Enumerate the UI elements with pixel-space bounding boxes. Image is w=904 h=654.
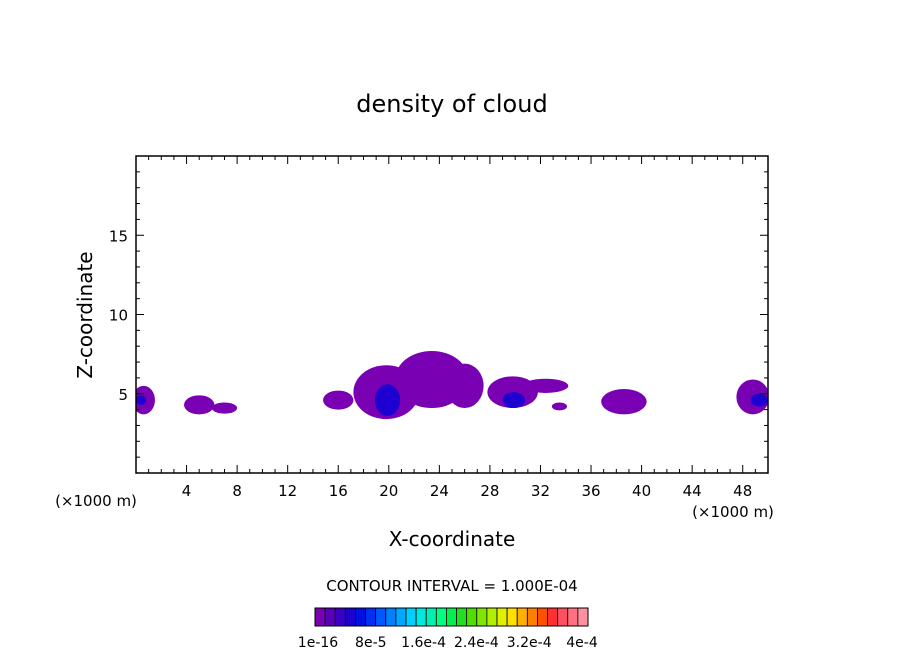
colorbar-swatch <box>344 607 356 627</box>
colorbar-swatch <box>334 607 346 627</box>
cloud-cell-1 <box>184 395 215 415</box>
cloud-cell-3 <box>323 390 354 410</box>
colorbar-swatch <box>557 607 569 627</box>
colorbar-label: 1.6e-4 <box>401 635 446 651</box>
colorbar <box>314 607 589 627</box>
colorbar-swatch <box>456 607 468 627</box>
chart-title: density of cloud <box>356 90 547 118</box>
colorbar-swatch <box>547 607 559 627</box>
colorbar-swatch <box>435 607 447 627</box>
cloud-cell-9 <box>551 402 568 411</box>
contour-fills <box>136 350 768 420</box>
colorbar-swatch <box>395 607 407 627</box>
colorbar-label: 4e-4 <box>566 635 598 651</box>
colorbar-swatch <box>415 607 427 627</box>
x-tick-label: 16 <box>329 482 348 500</box>
plot-frame <box>135 155 769 474</box>
colorbar-labels: 1e-16 8e-5 1.6e-4 2.4e-4 3.2e-4 4e-4 <box>298 635 598 651</box>
x-tick-label: 12 <box>278 482 297 500</box>
cloud-cell-6 <box>445 363 484 409</box>
x-tick-label: 36 <box>581 482 600 500</box>
y-axis-ticks: 5 10 15 <box>109 171 768 458</box>
colorbar-swatch <box>577 607 589 627</box>
cloud-cell-13 <box>502 392 526 409</box>
colorbar-swatch <box>324 607 336 627</box>
colorbar-swatch <box>375 607 387 627</box>
x-tick-label: 20 <box>379 482 398 500</box>
colorbar-swatch <box>425 607 437 627</box>
colorbar-swatch <box>567 607 579 627</box>
colorbar-label: 3.2e-4 <box>507 635 552 651</box>
colorbar-swatch <box>314 607 326 627</box>
cloud-cell-12 <box>374 384 401 416</box>
x-tick-label: 32 <box>531 482 550 500</box>
colorbar-swatch <box>365 607 377 627</box>
x-tick-label: 8 <box>232 482 242 500</box>
y-axis-label: Z-coordinate <box>73 251 97 378</box>
x-tick-label: 24 <box>430 482 449 500</box>
x-unit-left: (×1000 m) <box>55 492 137 510</box>
colorbar-label: 8e-5 <box>355 635 386 651</box>
y-tick-label: 5 <box>118 386 128 404</box>
colorbar-label: 1e-16 <box>298 635 338 651</box>
cloud-cell-2 <box>211 402 238 414</box>
y-tick-label: 10 <box>109 307 128 325</box>
contour-interval-label: CONTOUR INTERVAL = 1.000E-04 <box>326 577 577 595</box>
colorbar-swatch <box>537 607 548 627</box>
cloud-cell-15 <box>750 393 768 407</box>
colorbar-swatch <box>446 607 457 627</box>
colorbar-swatch <box>506 607 518 627</box>
colorbar-swatch <box>355 607 366 627</box>
x-tick-label: 48 <box>733 482 752 500</box>
colorbar-swatch <box>496 607 508 627</box>
colorbar-swatch <box>476 607 488 627</box>
x-tick-label: 40 <box>632 482 651 500</box>
colorbar-swatch <box>516 607 528 627</box>
cloud-cell-14 <box>136 395 147 405</box>
y-tick-label: 15 <box>109 227 128 245</box>
colorbar-swatch <box>486 607 498 627</box>
x-tick-label: 28 <box>480 482 499 500</box>
x-axis-label: X-coordinate <box>389 527 516 551</box>
colorbar-label: 2.4e-4 <box>454 635 499 651</box>
x-tick-label: 44 <box>683 482 702 500</box>
cloud-cell-8 <box>522 378 569 393</box>
x-tick-label: 4 <box>182 482 192 500</box>
cloud-cell-10 <box>601 388 647 415</box>
x-unit-right: (×1000 m) <box>692 503 774 521</box>
colorbar-swatch <box>466 607 478 627</box>
colorbar-frame <box>314 607 589 627</box>
x-axis-ticks: 4 8 12 16 20 24 28 32 36 40 44 48 <box>148 156 756 500</box>
colorbar-swatch <box>526 607 538 627</box>
colorbar-swatch <box>405 607 417 627</box>
colorbar-swatch <box>385 607 397 627</box>
